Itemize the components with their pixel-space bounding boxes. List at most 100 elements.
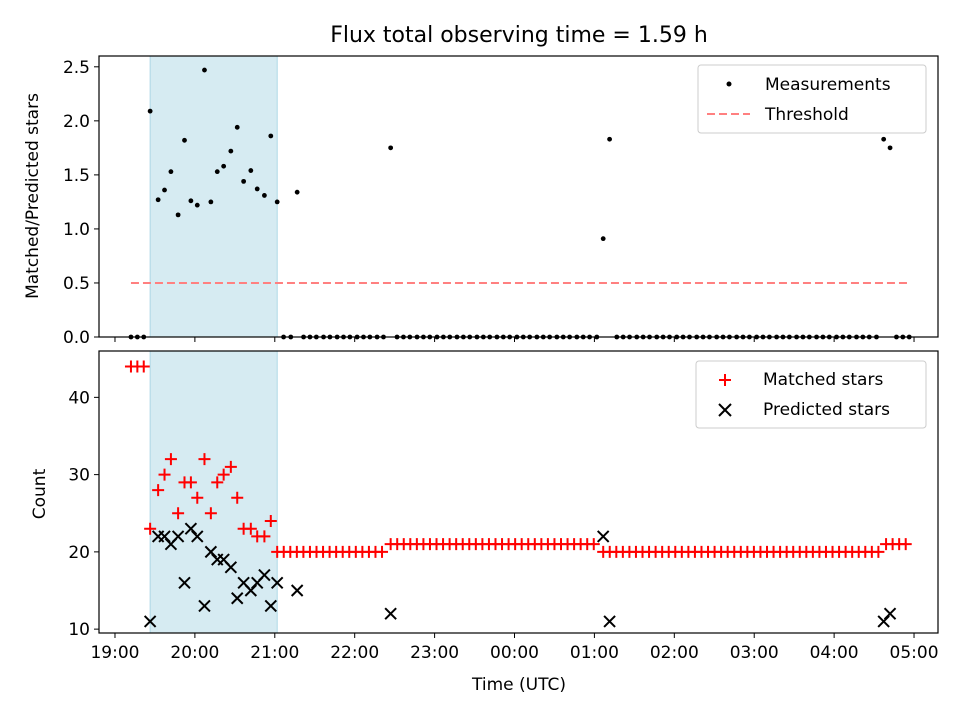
y-tick-label: 40 xyxy=(68,388,90,408)
ratio-plot-frame xyxy=(98,55,939,338)
y-tick-label: 0.0 xyxy=(63,328,90,348)
x-tick-label: 04:00 xyxy=(810,643,859,663)
y-tick-label: 2.5 xyxy=(63,58,90,78)
matched-stars-legend-marker xyxy=(719,374,731,386)
x-axis-label: Time (UTC) xyxy=(471,675,566,695)
x-tick-label: 03:00 xyxy=(730,643,779,663)
matched-stars-point xyxy=(198,453,211,466)
count-y-axis-label: Count xyxy=(30,468,50,519)
matched-stars-point xyxy=(158,468,171,481)
matched-stars-point xyxy=(872,545,885,558)
measurement-point xyxy=(188,198,194,204)
measurement-point xyxy=(262,193,267,198)
measurement-point xyxy=(228,148,234,154)
matched-stars-point xyxy=(224,460,237,473)
matched-stars-point xyxy=(152,484,165,497)
measurement-point xyxy=(162,187,167,193)
matched-stars-legend-label: Matched stars xyxy=(763,370,883,390)
matched-stars-point xyxy=(184,476,197,489)
predicted-stars-point xyxy=(264,599,278,613)
predicted-stars-point xyxy=(224,561,238,574)
measurement-point xyxy=(887,145,893,151)
x-tick-label: 21:00 xyxy=(250,643,299,663)
measurement-point xyxy=(214,169,220,175)
y-tick-label: 1.5 xyxy=(63,166,90,186)
matched-stars-point xyxy=(172,507,185,520)
measurement-point xyxy=(248,168,254,173)
measurement-point xyxy=(268,133,274,139)
y-tick-label: 0.5 xyxy=(63,274,90,294)
measurements-legend-marker xyxy=(726,81,732,87)
predicted-stars-point xyxy=(384,607,397,620)
measurement-point xyxy=(241,178,247,184)
x-tick-label: 01:00 xyxy=(570,643,619,663)
measurement-point xyxy=(147,108,153,114)
matched-stars-point xyxy=(164,453,177,466)
matched-stars-point xyxy=(217,468,230,481)
predicted-stars-point xyxy=(143,615,157,628)
matched-stars-point xyxy=(137,360,150,373)
predicted-stars-point xyxy=(231,592,244,605)
predicted-stars-point xyxy=(198,599,211,613)
matched-stars-point xyxy=(231,491,244,504)
x-tick-label: 02:00 xyxy=(650,643,699,663)
measurement-point xyxy=(274,199,280,205)
x-tick-label: 05:00 xyxy=(890,643,939,663)
count-plot-frame xyxy=(98,350,939,634)
predicted-stars-point xyxy=(258,568,271,582)
measurement-point xyxy=(221,163,227,169)
matched-stars-point xyxy=(899,538,912,551)
measurement-point xyxy=(194,202,200,208)
x-tick-label: 22:00 xyxy=(330,643,379,663)
predicted-stars-legend-marker xyxy=(718,403,732,417)
count-legend: Matched stars Predicted stars xyxy=(695,360,927,429)
matched-stars-point xyxy=(144,522,157,535)
measurement-point xyxy=(600,236,606,242)
measurements-legend-label: Measurements xyxy=(765,75,891,95)
chart-title: Flux total observing time = 1.59 h xyxy=(330,23,708,48)
ratio-legend-box xyxy=(697,64,927,134)
observing-window-shade xyxy=(149,350,278,634)
ratio-legend: Measurements Threshold xyxy=(697,64,927,134)
measurement-point xyxy=(168,169,174,175)
y-tick-label: 30 xyxy=(68,466,90,486)
x-tick-label: 23:00 xyxy=(410,643,459,663)
predicted-stars-point xyxy=(290,584,304,597)
matched-stars-point xyxy=(211,476,224,489)
count-panel: 10 20 30 40 19:00 20:00 21:00 22:00 23:00 00:00 01… xyxy=(30,350,939,695)
predicted-stars-point xyxy=(270,576,284,589)
ratio-axes: 0.0 0.5 1.0 1.5 2.0 2.5 xyxy=(63,58,915,348)
ratio-y-axis-label: Matched/Predicted stars xyxy=(23,93,43,299)
measurement-point xyxy=(388,145,394,151)
predicted-stars-point xyxy=(603,615,616,628)
predicted-stars-legend-label: Predicted stars xyxy=(763,400,890,420)
observing-window-shade xyxy=(149,55,278,338)
x-tick-label: 00:00 xyxy=(490,643,539,663)
measurement-point xyxy=(254,186,260,192)
threshold-legend-label: Threshold xyxy=(764,105,849,125)
predicted-stars-point xyxy=(191,530,204,543)
measurement-point xyxy=(155,197,161,203)
y-tick-label: 20 xyxy=(68,543,90,563)
matched-stars-point xyxy=(244,522,257,535)
count-marks xyxy=(124,360,912,628)
measurement-point xyxy=(607,136,612,142)
matched-stars-point xyxy=(376,545,389,558)
measurement-point xyxy=(234,124,240,130)
matched-stars-point xyxy=(587,538,600,551)
measurement-point xyxy=(881,136,887,142)
x-tick-label: 20:00 xyxy=(170,643,219,663)
matched-stars-point xyxy=(204,507,217,520)
predicted-stars-point xyxy=(171,530,185,543)
y-tick-label: 2.0 xyxy=(63,112,90,132)
y-tick-label: 1.0 xyxy=(63,220,90,240)
measurement-point xyxy=(208,199,214,205)
matched-stars-point xyxy=(264,514,277,527)
x-tick-label: 19:00 xyxy=(90,643,139,663)
predicted-stars-point xyxy=(883,607,897,620)
measurement-point xyxy=(294,189,300,195)
count-axes: 10 20 30 40 19:00 20:00 21:00 22:00 23:00 00:00 01… xyxy=(68,388,938,663)
measurement-point xyxy=(202,67,207,73)
ratio-panel: 0.0 0.5 1.0 1.5 2.0 2.5 Matched/Predicted sta… xyxy=(23,55,939,348)
